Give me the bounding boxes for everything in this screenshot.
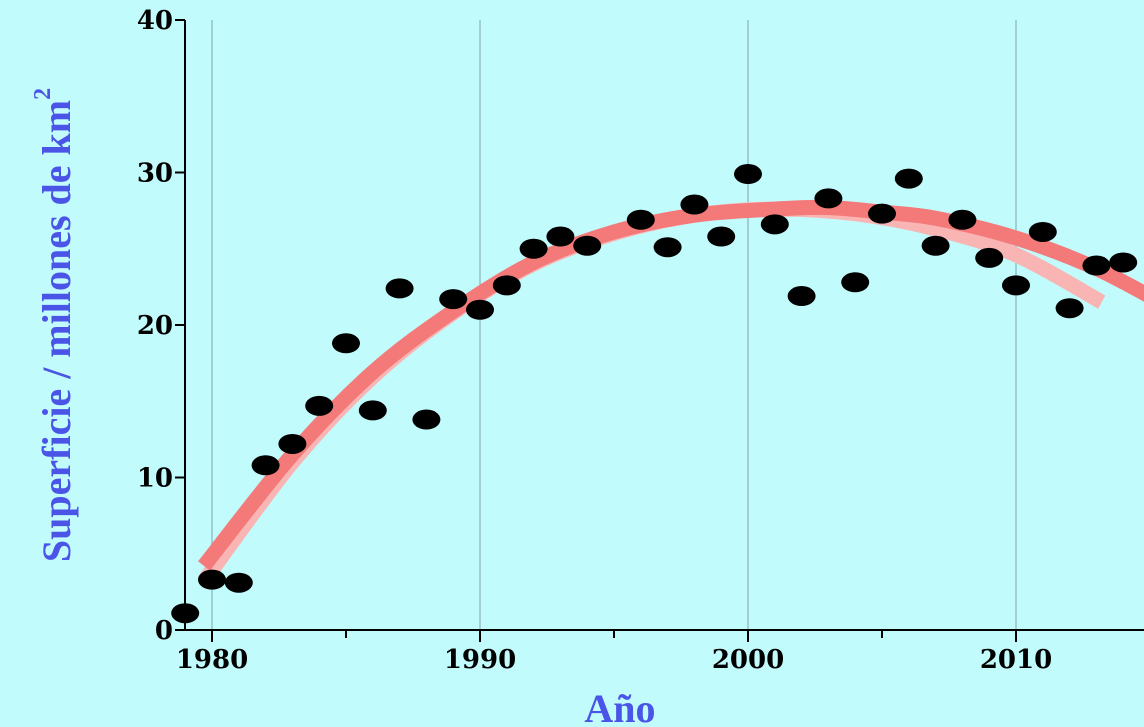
y-tick-label-0: 0 xyxy=(155,616,173,646)
y-tick-label-20: 20 xyxy=(137,311,173,341)
data-point-1994 xyxy=(573,235,602,256)
y-axis-title-superscript: 2 xyxy=(30,88,56,100)
data-point-1997 xyxy=(653,237,682,258)
axis-ticks: 0 10 20 30 40 1980 1990 2000 2010 xyxy=(137,6,1052,675)
data-point-2010 xyxy=(1002,275,1030,296)
y-axis-title: Superficie / millones de km2 xyxy=(30,88,79,562)
fit-curve-main xyxy=(198,199,1144,571)
x-axis-title: Año xyxy=(584,686,655,727)
data-point-2014 xyxy=(1109,252,1138,273)
data-point-2003 xyxy=(814,188,843,209)
data-point-1980 xyxy=(198,569,226,590)
y-tick-label-10: 10 xyxy=(137,464,173,494)
data-point-2002 xyxy=(787,286,816,307)
data-point-1984 xyxy=(305,395,334,416)
data-point-2013 xyxy=(1082,255,1111,276)
data-point-1993 xyxy=(546,226,575,247)
x-tick-label-2010: 2010 xyxy=(980,645,1052,675)
data-point-1979 xyxy=(171,603,200,624)
x-tick-label-2000: 2000 xyxy=(712,645,784,675)
data-point-2000 xyxy=(734,164,762,185)
data-point-1982 xyxy=(251,455,280,476)
x-tick-label-1980: 1980 xyxy=(176,645,248,675)
data-point-1981 xyxy=(224,572,253,593)
data-point-1986 xyxy=(358,400,387,421)
y-tick-label-30: 30 xyxy=(137,159,173,189)
data-point-1987 xyxy=(385,278,414,299)
data-point-1996 xyxy=(626,209,655,230)
data-point-2012 xyxy=(1055,298,1084,319)
data-point-2011 xyxy=(1028,221,1057,242)
data-point-1985 xyxy=(332,333,360,354)
data-point-1990 xyxy=(466,299,494,320)
data-point-2006 xyxy=(894,168,923,189)
data-point-2005 xyxy=(868,203,896,224)
data-point-2008 xyxy=(948,209,977,230)
data-point-2007 xyxy=(921,235,950,256)
y-axis-title-text: Superficie / millones de km xyxy=(34,100,79,562)
data-point-2001 xyxy=(760,214,789,235)
data-point-1998 xyxy=(680,194,709,215)
data-point-1991 xyxy=(492,275,521,296)
axes xyxy=(184,20,1144,631)
data-point-2004 xyxy=(841,272,870,293)
data-point-1988 xyxy=(412,409,441,430)
y-tick-label-40: 40 xyxy=(137,6,173,36)
data-point-1983 xyxy=(278,433,307,454)
fit-curves xyxy=(197,199,1144,586)
data-point-1989 xyxy=(439,289,468,310)
data-point-1999 xyxy=(707,226,736,247)
data-point-2009 xyxy=(975,247,1004,268)
data-points xyxy=(171,164,1138,624)
grid-lines xyxy=(211,20,1017,630)
data-point-1992 xyxy=(519,238,548,259)
x-tick-label-1990: 1990 xyxy=(444,645,516,675)
